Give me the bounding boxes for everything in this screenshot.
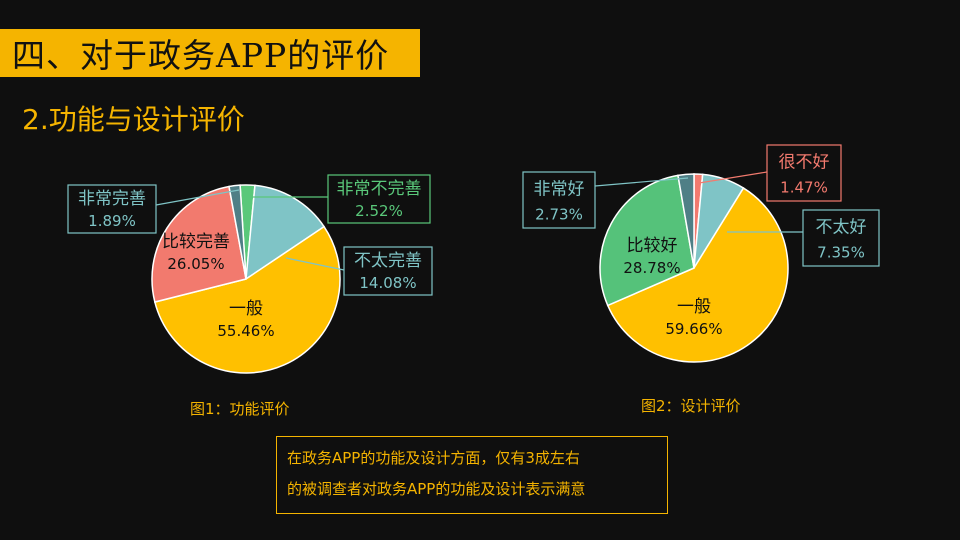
- chart1-value-label-3: 26.05%: [167, 255, 224, 273]
- chart1-slice-2: [153, 225, 341, 374]
- chart2-leader-line-0: [698, 171, 768, 184]
- chart2-label-0: 很不好: [779, 152, 830, 172]
- chart1-caption: 图1：功能评价: [190, 400, 290, 418]
- chart2-value-label-0: 1.47%: [780, 179, 828, 197]
- chart2-value-label-1: 7.35%: [817, 244, 865, 262]
- chart1-value-label-1: 14.08%: [359, 274, 416, 292]
- chart1-slice-3: [151, 185, 247, 303]
- chart1-label-1: 不太完善: [354, 251, 422, 271]
- chart2-value-label-4: 2.73%: [535, 206, 583, 224]
- chart2-label-box-0: [766, 144, 842, 202]
- chart1-label-2: 一般: [229, 299, 263, 319]
- chart2-value-label-2: 59.66%: [665, 320, 722, 338]
- chart2-label-4: 非常好: [534, 179, 585, 199]
- chart2-label-2: 一般: [677, 297, 711, 317]
- summary-line-2: 的被调查者对政务APP的功能及设计表示满意: [287, 480, 586, 498]
- chart1-leader-line-4: [155, 189, 240, 206]
- chart1-value-label-2: 55.46%: [217, 322, 274, 340]
- title-bar: 四、对于政务APP的评价: [0, 29, 420, 77]
- chart2-caption: 图2：设计评价: [641, 397, 741, 415]
- chart1-leader-line-1: [285, 257, 345, 271]
- chart1-value-label-0: 2.52%: [355, 202, 403, 220]
- chart1-label-box-0: [327, 174, 431, 224]
- chart1-slice-4: [228, 184, 247, 280]
- chart2-label-box-1: [802, 209, 880, 267]
- chart1-label-4: 非常完善: [78, 189, 146, 209]
- chart2-label-3: 比较好: [627, 236, 678, 256]
- chart2-leader-line-4: [594, 177, 689, 187]
- chart1-label-box-4: [67, 184, 157, 234]
- chart2-slice-4: [677, 173, 695, 269]
- chart1-label-3: 比较完善: [162, 232, 230, 252]
- chart1-value-label-4: 1.89%: [88, 212, 136, 230]
- chart2-label-box-4: [522, 171, 596, 229]
- chart2-value-label-3: 28.78%: [623, 259, 680, 277]
- chart2-label-1: 不太好: [816, 217, 867, 237]
- chart1-label-box-1: [343, 246, 433, 296]
- summary-line-1: 在政务APP的功能及设计方面，仅有3成左右: [287, 449, 580, 467]
- page-title: 四、对于政务APP的评价: [12, 36, 390, 75]
- summary-note: 在政务APP的功能及设计方面，仅有3成左右 的被调查者对政务APP的功能及设计表…: [276, 436, 668, 514]
- section-subtitle: 2.功能与设计评价: [22, 103, 245, 136]
- chart1-label-0: 非常不完善: [337, 179, 422, 199]
- chart1-slice-1: [245, 184, 326, 281]
